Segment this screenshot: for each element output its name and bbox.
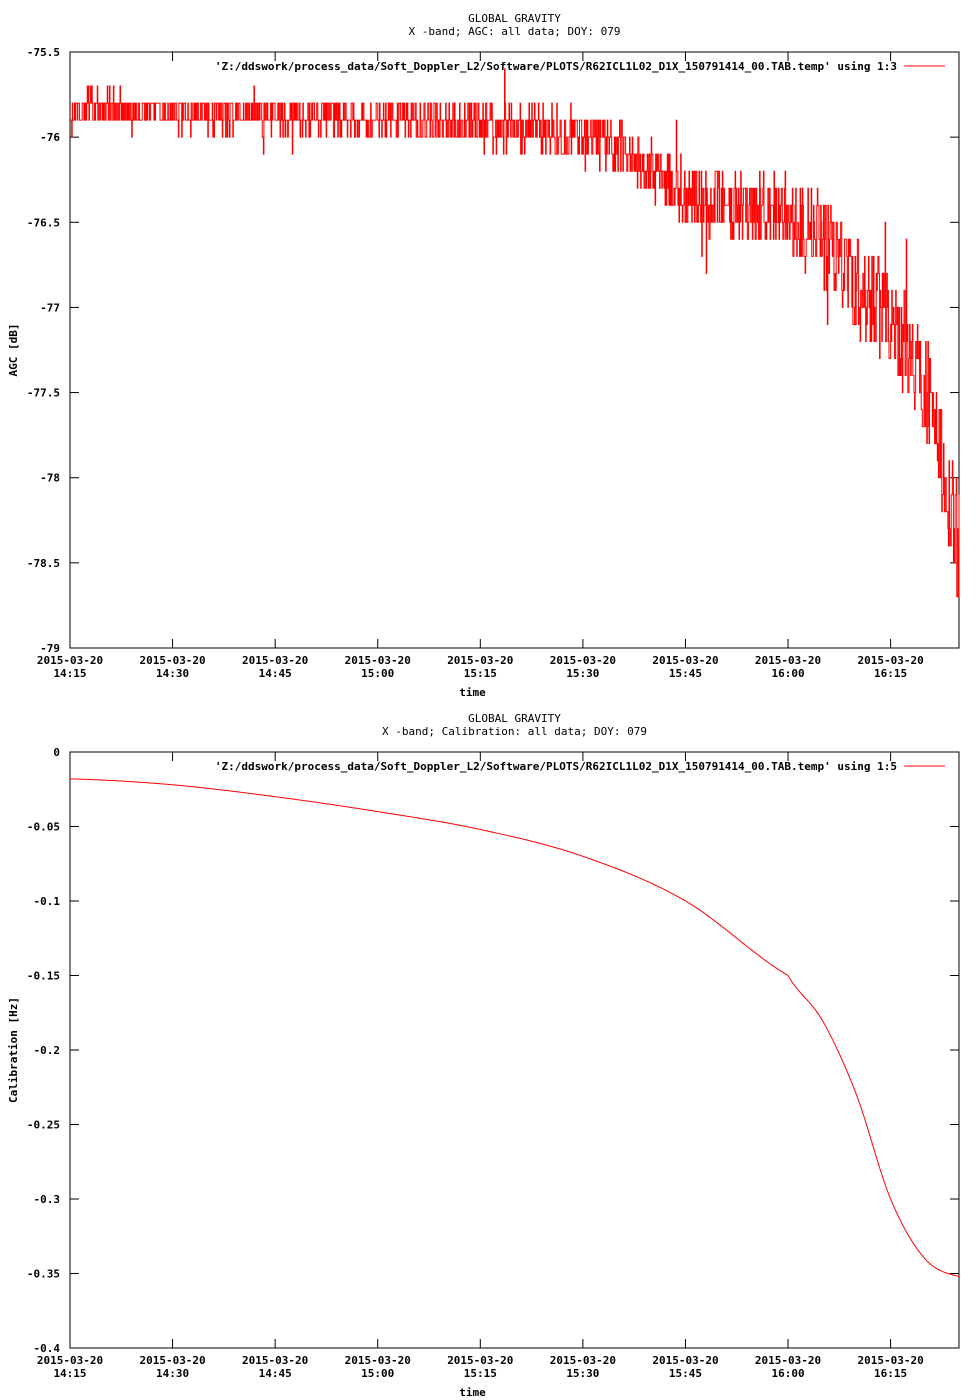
legend: 'Z:/ddswork/process_data/Soft_Doppler_L2… (215, 60, 945, 73)
series-line (70, 68, 960, 598)
x-tick-label-date: 2015-03-20 (37, 1354, 103, 1367)
x-tick-label-time: 15:30 (566, 667, 599, 680)
x-tick-label-time: 15:00 (361, 667, 394, 680)
y-axis-label: Calibration [Hz] (7, 997, 20, 1103)
x-tick-label-date: 2015-03-20 (37, 654, 103, 667)
x-tick-label-time: 16:15 (874, 1367, 907, 1380)
x-tick-label-time: 14:30 (156, 667, 189, 680)
x-tick-label-date: 2015-03-20 (550, 1354, 616, 1367)
legend-label: 'Z:/ddswork/process_data/Soft_Doppler_L2… (215, 760, 897, 773)
x-tick-label-date: 2015-03-20 (345, 1354, 411, 1367)
series-line (69, 778, 960, 1277)
x-tick-label-date: 2015-03-20 (857, 1354, 923, 1367)
x-axis-label: time (459, 1386, 486, 1399)
y-tick-label: -76.5 (27, 216, 60, 229)
x-tick-label-date: 2015-03-20 (652, 1354, 718, 1367)
y-tick-label: -0.25 (27, 1119, 60, 1132)
y-tick-label: -0.2 (34, 1044, 61, 1057)
x-tick-label-time: 15:15 (464, 667, 497, 680)
x-tick-label-date: 2015-03-20 (447, 654, 513, 667)
x-tick-label-time: 14:15 (53, 1367, 86, 1380)
x-tick-label-date: 2015-03-20 (242, 1354, 308, 1367)
chart-title: GLOBAL GRAVITY (468, 12, 561, 25)
y-tick-label: -0.1 (34, 895, 61, 908)
y-tick-label: -0.3 (34, 1193, 61, 1206)
x-tick-label-date: 2015-03-20 (755, 1354, 821, 1367)
y-tick-label: -78 (40, 472, 60, 485)
x-tick-label-date: 2015-03-20 (139, 1354, 205, 1367)
x-tick-label-time: 16:00 (771, 667, 804, 680)
x-tick-label-time: 14:30 (156, 1367, 189, 1380)
x-tick-label-time: 16:15 (874, 667, 907, 680)
y-tick-label: -0.15 (27, 970, 60, 983)
legend: 'Z:/ddswork/process_data/Soft_Doppler_L2… (215, 760, 945, 773)
x-tick-label-time: 15:45 (669, 667, 702, 680)
legend-label: 'Z:/ddswork/process_data/Soft_Doppler_L2… (215, 60, 897, 73)
y-tick-label: 0 (53, 746, 60, 759)
x-tick-label-date: 2015-03-20 (857, 654, 923, 667)
x-axis-label: time (459, 686, 486, 699)
x-tick-label-date: 2015-03-20 (755, 654, 821, 667)
y-tick-label: -0.4 (34, 1342, 61, 1355)
y-tick-label: -79 (40, 642, 60, 655)
y-tick-label: -0.05 (27, 821, 60, 834)
y-tick-label: -76 (40, 131, 60, 144)
x-tick-label-time: 15:15 (464, 1367, 497, 1380)
x-tick-label-time: 14:45 (259, 667, 292, 680)
x-tick-label-time: 16:00 (771, 1367, 804, 1380)
y-tick-label: -75.5 (27, 46, 60, 59)
x-tick-label-date: 2015-03-20 (242, 654, 308, 667)
x-tick-label-time: 15:30 (566, 1367, 599, 1380)
chart-title: GLOBAL GRAVITY (468, 712, 561, 725)
x-tick-label-date: 2015-03-20 (652, 654, 718, 667)
plot-frame (69, 51, 960, 649)
x-tick-label-date: 2015-03-20 (550, 654, 616, 667)
x-tick-label-time: 15:00 (361, 1367, 394, 1380)
chart-subtitle: X -band; Calibration: all data; DOY: 079 (382, 725, 647, 738)
x-tick-label-time: 15:45 (669, 1367, 702, 1380)
x-tick-label-date: 2015-03-20 (345, 654, 411, 667)
x-tick-label-time: 14:15 (53, 667, 86, 680)
plot-frame (69, 751, 960, 1349)
y-tick-label: -78.5 (27, 557, 60, 570)
y-tick-label: -77 (40, 301, 60, 314)
y-tick-label: -0.35 (27, 1268, 60, 1281)
x-tick-label-date: 2015-03-20 (447, 1354, 513, 1367)
y-tick-label: -77.5 (27, 387, 60, 400)
chart-subtitle: X -band; AGC: all data; DOY: 079 (409, 25, 621, 38)
x-tick-label-time: 14:45 (259, 1367, 292, 1380)
x-tick-label-date: 2015-03-20 (139, 654, 205, 667)
y-axis-label: AGC [dB] (7, 324, 20, 377)
